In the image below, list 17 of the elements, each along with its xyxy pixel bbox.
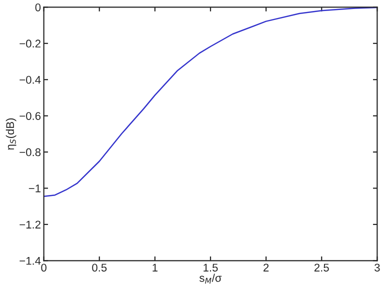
y-tick-label: −1.4 bbox=[20, 257, 41, 265]
x-tick-label: 3 bbox=[374, 264, 380, 272]
x-tick-label: 2.5 bbox=[314, 264, 329, 272]
y-tick-label: −0.4 bbox=[20, 76, 41, 84]
y-tick-label: 0 bbox=[35, 3, 41, 12]
y-tick-label: −1 bbox=[28, 184, 40, 192]
x-tick-label: 0 bbox=[41, 264, 46, 272]
y-tick-label: −0.2 bbox=[20, 40, 40, 48]
x-tick-label: 1 bbox=[152, 264, 158, 272]
x-tick-label: 0.5 bbox=[92, 264, 107, 272]
y-tick-label: −0.6 bbox=[20, 112, 41, 120]
x-tick-label: 1.5 bbox=[204, 264, 218, 272]
y-axis-title: η$_{S}$(dB) bbox=[6, 118, 16, 150]
x-axis-title: s$_{M}$/σ bbox=[199, 274, 222, 284]
y-tick-label: −1.2 bbox=[20, 220, 40, 228]
x-tick-label: 2 bbox=[264, 264, 269, 272]
y-tick-label: −0.8 bbox=[20, 148, 41, 156]
